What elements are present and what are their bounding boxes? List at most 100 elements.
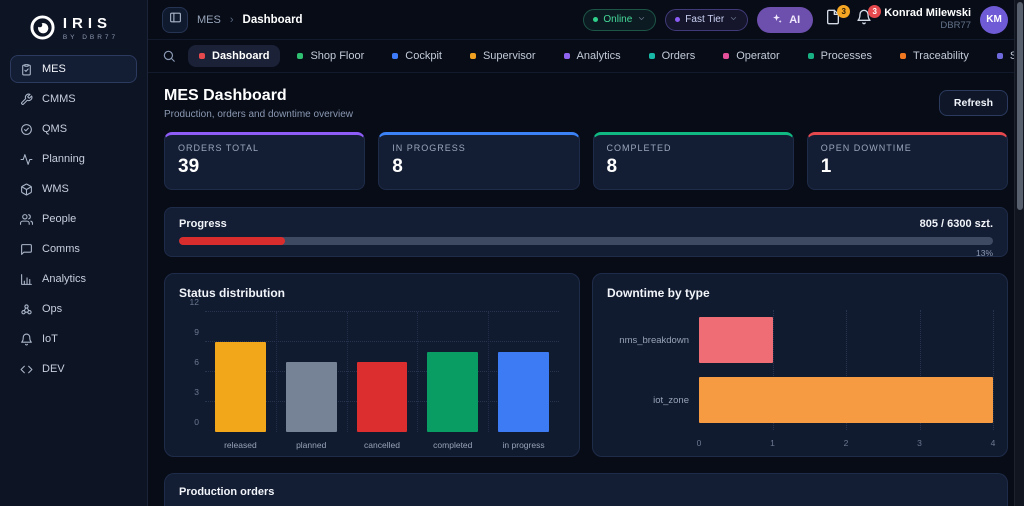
chevron-down-icon xyxy=(729,14,738,26)
tab-dashboard[interactable]: Dashboard xyxy=(188,45,281,67)
bar xyxy=(427,352,479,432)
sidebar-item-analytics[interactable]: Analytics xyxy=(10,265,137,293)
sidebar-item-label: DEV xyxy=(42,363,65,375)
tab-processes[interactable]: Processes xyxy=(797,45,883,67)
sidebar-item-mes[interactable]: MES xyxy=(10,55,137,83)
sidebar-item-label: IoT xyxy=(42,333,58,345)
sidebar-item-cmms[interactable]: CMMS xyxy=(10,85,137,113)
user-name: Konrad Milewski xyxy=(884,6,971,19)
tab-operator[interactable]: Operator xyxy=(712,45,790,67)
x-axis-tick: 3 xyxy=(917,438,922,448)
gridline xyxy=(417,312,419,432)
search-icon[interactable] xyxy=(162,49,176,63)
bar-row-iot_zone[interactable] xyxy=(699,370,993,430)
progress-count: 805 / 6300 szt. xyxy=(919,218,993,230)
stat-value: 1 xyxy=(820,156,832,177)
status-distribution-chart: 0 3 6 9 12 released planned cancelled completed i… xyxy=(179,297,565,450)
scrollbar-thumb[interactable] xyxy=(1017,2,1023,210)
downtime-by-type-card: Downtime by type nms_breakdown iot_zone 0 1… xyxy=(592,273,1008,457)
breadcrumb-module[interactable]: MES xyxy=(197,13,221,26)
main-area: MES › Dashboard Online Fast Tier AI 3 xyxy=(148,0,1024,506)
alerts-badge: 3 xyxy=(868,4,882,18)
gridline xyxy=(772,310,774,430)
bar-column-in-progress[interactable] xyxy=(488,312,559,432)
sidebar-item-qms[interactable]: QMS xyxy=(10,115,137,143)
progress-card: Progress 805 / 6300 szt. 13% xyxy=(164,207,1008,258)
tab-dot-icon xyxy=(563,53,570,59)
tab-label: Analytics xyxy=(576,50,621,62)
bar-column-cancelled[interactable] xyxy=(347,312,418,432)
gridline xyxy=(993,310,994,430)
sidebar-item-wms[interactable]: WMS xyxy=(10,175,137,203)
sidebar-item-ops[interactable]: Ops xyxy=(10,295,137,323)
bar-chart-icon xyxy=(20,273,33,286)
bar xyxy=(498,352,550,432)
category-label: iot_zone xyxy=(653,394,689,406)
bar xyxy=(285,362,337,432)
bar-row-nms_breakdown[interactable] xyxy=(699,310,993,370)
dashboard-content: MES Dashboard Production, orders and dow… xyxy=(148,73,1024,506)
gridline xyxy=(346,312,348,432)
stat-value: 8 xyxy=(606,156,618,177)
tab-supervisor[interactable]: Supervisor xyxy=(459,45,547,67)
tab-dot-icon xyxy=(469,53,476,59)
stat-value: 8 xyxy=(392,156,403,177)
tab-cockpit[interactable]: Cockpit xyxy=(381,45,453,67)
package-icon xyxy=(20,183,33,196)
chevron-down-icon xyxy=(637,14,646,26)
tab-shop-floor[interactable]: Shop Floor xyxy=(286,45,375,67)
x-axis-tick: released xyxy=(224,440,257,450)
online-status-label: Online xyxy=(603,14,633,25)
tab-dot-icon xyxy=(723,53,730,59)
sidebar-item-label: MES xyxy=(42,63,66,75)
downtime-chart-plot: 0 1 2 3 4 xyxy=(697,310,995,448)
status-chart-title: Status distribution xyxy=(179,286,285,300)
online-status-dropdown[interactable]: Online xyxy=(583,8,657,31)
tier-dropdown[interactable]: Fast Tier xyxy=(665,8,749,31)
bell-icon xyxy=(856,9,872,30)
sidebar-item-comms[interactable]: Comms xyxy=(10,235,137,263)
tab-traceability[interactable]: Traceability xyxy=(889,45,980,67)
bar-column-released[interactable] xyxy=(205,312,276,432)
tab-dot-icon xyxy=(996,53,1003,59)
users-icon xyxy=(20,213,33,226)
sidebar-toggle-button[interactable] xyxy=(162,6,188,33)
y-axis-tick: 6 xyxy=(194,357,199,367)
brand-text: IRIS BY DBR77 xyxy=(63,15,118,41)
stat-label: IN PROGRESS xyxy=(392,143,466,153)
stats-row: ORDERS TOTAL 39 IN PROGRESS 8 COMPLETED 8 OPEN… xyxy=(164,132,1008,190)
sidebar-item-people[interactable]: People xyxy=(10,205,137,233)
user-org: DBR77 xyxy=(940,20,971,32)
x-axis-tick: completed xyxy=(433,440,473,450)
refresh-button[interactable]: Refresh xyxy=(938,90,1008,116)
y-axis-tick: 3 xyxy=(194,387,199,397)
ai-assistant-button[interactable]: AI xyxy=(757,6,814,33)
user-menu[interactable]: Konrad Milewski DBR77 xyxy=(884,7,971,33)
alerts-notification-button[interactable]: 3 xyxy=(853,4,882,31)
breadcrumb-separator: › xyxy=(229,13,234,26)
status-distribution-card: Status distribution 0 3 6 9 12 released planne… xyxy=(164,273,580,457)
sidebar-item-planning[interactable]: Planning xyxy=(10,145,137,173)
documents-notification-button[interactable]: 3 xyxy=(822,4,851,31)
tab-analytics[interactable]: Analytics xyxy=(553,45,632,67)
bar-column-planned[interactable] xyxy=(276,312,347,432)
bar xyxy=(699,376,993,424)
x-axis-tick: 2 xyxy=(843,438,849,448)
sidebar-item-dev[interactable]: DEV xyxy=(10,355,137,383)
page-title: MES Dashboard xyxy=(164,87,287,104)
page-subtitle: Production, orders and downtime overview xyxy=(164,109,353,120)
avatar[interactable]: KM xyxy=(980,5,1008,34)
tab-orders[interactable]: Orders xyxy=(638,45,707,67)
bar xyxy=(699,316,773,364)
code-icon xyxy=(20,363,33,376)
gridline xyxy=(275,312,277,432)
tier-label: Fast Tier xyxy=(685,14,725,25)
x-axis-labels: released planned cancelled completed in prog… xyxy=(205,440,559,450)
charts-row: Status distribution 0 3 6 9 12 released planne… xyxy=(164,273,1008,457)
sidebar-item-iot[interactable]: IoT xyxy=(10,325,137,353)
page-header: MES Dashboard Production, orders and dow… xyxy=(164,87,1008,120)
bar-column-completed[interactable] xyxy=(417,312,488,432)
sidebar-item-label: Comms xyxy=(42,243,80,255)
downtime-chart-title: Downtime by type xyxy=(607,286,710,300)
documents-badge: 3 xyxy=(837,4,851,18)
